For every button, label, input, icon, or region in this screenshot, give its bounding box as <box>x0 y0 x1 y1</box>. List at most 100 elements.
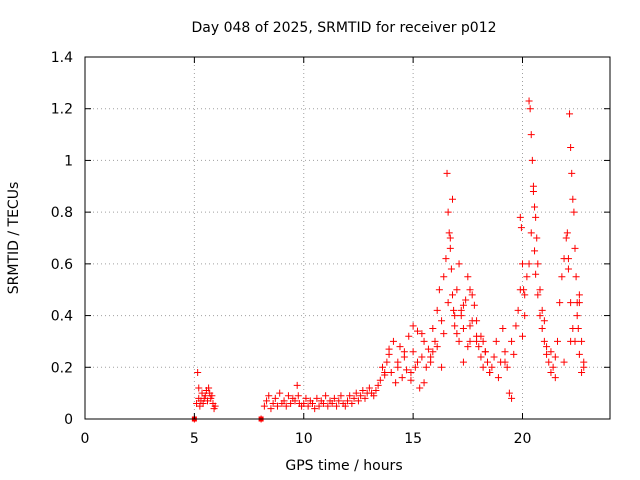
data-point <box>354 397 362 405</box>
data-point <box>443 169 451 177</box>
data-point <box>394 363 402 371</box>
data-point <box>501 348 509 356</box>
data-point <box>328 399 336 407</box>
data-point <box>438 363 446 371</box>
data-point <box>447 265 455 273</box>
data-point <box>284 392 292 400</box>
data-point <box>473 337 481 345</box>
data-point <box>438 317 446 325</box>
data-point <box>527 229 535 237</box>
data-point <box>526 105 534 113</box>
data-point <box>313 394 321 402</box>
data-point <box>536 286 544 294</box>
data-point <box>311 405 319 413</box>
data-point <box>352 389 360 397</box>
data-point <box>344 397 351 405</box>
x-axis-title: GPS time / hours <box>285 458 402 474</box>
data-point <box>409 348 417 356</box>
data-point <box>324 402 332 410</box>
data-point <box>449 195 456 203</box>
data-point <box>578 337 586 345</box>
data-point <box>383 358 391 366</box>
data-point <box>563 229 571 237</box>
data-point <box>418 330 426 338</box>
data-point <box>457 312 465 320</box>
data-point <box>374 381 382 389</box>
data-point <box>370 392 378 400</box>
data-point <box>451 312 459 320</box>
data-point <box>420 337 428 345</box>
data-point <box>365 384 373 392</box>
data-point <box>551 353 559 361</box>
data-point <box>263 397 271 405</box>
data-point <box>201 392 209 400</box>
data-point <box>350 394 358 402</box>
data-point <box>282 402 290 410</box>
data-point <box>440 330 448 338</box>
data-point <box>379 363 386 371</box>
data-point <box>348 399 356 407</box>
y-tick-label: 0.8 <box>51 205 73 221</box>
data-point <box>486 368 494 376</box>
data-point <box>269 399 277 407</box>
data-point <box>280 397 288 405</box>
data-point <box>466 337 474 345</box>
data-point <box>330 394 338 402</box>
data-point <box>319 399 327 407</box>
data-point <box>573 312 581 320</box>
data-point <box>473 317 481 325</box>
data-point <box>575 299 583 307</box>
data-point <box>315 402 323 410</box>
data-point <box>271 394 279 402</box>
data-point <box>267 405 275 413</box>
data-point <box>499 325 507 332</box>
data-point <box>346 392 354 400</box>
x-tick-label: 20 <box>514 431 532 447</box>
data-point <box>564 255 572 263</box>
data-point <box>508 394 516 402</box>
data-point <box>475 343 483 351</box>
data-point <box>494 374 502 382</box>
data-point <box>400 348 408 356</box>
y-tick-label: 1.4 <box>51 50 73 66</box>
data-point <box>462 296 470 304</box>
data-point <box>516 213 524 221</box>
data-point <box>291 397 299 405</box>
data-point <box>453 330 461 338</box>
data-point <box>525 97 533 105</box>
data-point <box>464 273 472 281</box>
data-point <box>488 363 496 371</box>
data-point <box>302 394 310 402</box>
data-point <box>531 247 539 255</box>
data-point <box>276 389 284 397</box>
y-tick-label: 1.2 <box>51 102 73 118</box>
data-point <box>411 363 419 371</box>
data-point <box>208 392 216 400</box>
data-point <box>547 348 555 356</box>
data-point <box>294 392 302 400</box>
data-point <box>532 270 540 278</box>
data-point <box>459 325 467 332</box>
data-point <box>567 299 575 307</box>
data-point <box>387 368 395 376</box>
data-point <box>556 299 564 307</box>
data-point <box>578 368 586 376</box>
data-point <box>442 255 450 263</box>
data-point <box>392 379 400 387</box>
x-tick-label: 5 <box>190 431 199 447</box>
data-point <box>211 402 219 410</box>
data-point <box>571 244 579 252</box>
y-tick-label: 0.4 <box>51 309 73 325</box>
data-point <box>468 291 476 299</box>
data-point <box>260 402 268 410</box>
data-point <box>433 306 441 314</box>
data-point <box>520 286 528 294</box>
data-point <box>446 234 454 242</box>
data-point <box>533 234 541 242</box>
data-point <box>407 376 415 384</box>
data-point <box>521 312 529 320</box>
plot-frame <box>84 56 611 420</box>
data-point <box>477 332 485 340</box>
data-point <box>575 350 583 358</box>
